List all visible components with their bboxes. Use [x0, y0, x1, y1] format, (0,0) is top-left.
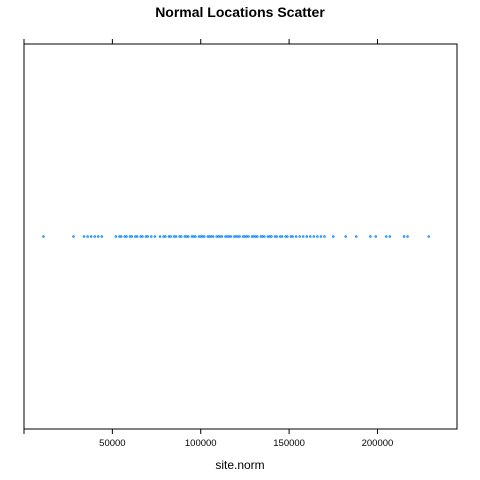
data-point	[385, 235, 388, 238]
data-point	[323, 235, 326, 238]
data-point	[194, 235, 197, 238]
data-point	[72, 235, 75, 238]
data-point	[149, 235, 153, 238]
data-point	[220, 235, 224, 238]
data-point	[42, 235, 45, 238]
data-point	[316, 235, 319, 238]
data-point	[125, 235, 128, 238]
data-point	[229, 235, 233, 238]
data-point	[270, 235, 273, 238]
data-point	[135, 235, 139, 238]
data-point	[180, 235, 183, 238]
data-point	[114, 235, 118, 238]
data-point	[203, 235, 206, 238]
data-point	[275, 235, 278, 238]
x-tick-label: 100000	[185, 438, 217, 449]
data-point	[247, 235, 250, 238]
data-point	[280, 235, 284, 238]
data-point	[332, 235, 335, 238]
data-point	[256, 235, 259, 238]
data-point	[402, 235, 406, 238]
x-axis-label: site.norm	[215, 458, 264, 472]
data-point	[174, 235, 178, 238]
x-tick-label: 200000	[362, 438, 394, 449]
data-point	[388, 235, 392, 238]
data-point	[305, 235, 309, 238]
data-point	[130, 235, 134, 238]
data-point	[286, 235, 289, 238]
data-point	[146, 235, 149, 238]
data-point	[374, 235, 377, 238]
data-point	[93, 235, 96, 238]
data-points	[42, 235, 430, 238]
data-point	[187, 235, 190, 238]
x-axis-ticks	[23, 39, 378, 434]
data-point	[96, 235, 100, 238]
x-axis-tick-labels: 50000 100000 150000 200000	[99, 438, 393, 449]
data-point	[153, 235, 157, 238]
chart-title: Normal Locations Scatter	[155, 4, 325, 20]
x-tick-label: 50000	[99, 438, 125, 449]
data-point	[119, 235, 123, 238]
data-point	[141, 235, 144, 238]
plot-frame	[23, 43, 458, 430]
data-point	[158, 235, 162, 238]
data-point	[89, 235, 93, 238]
data-point	[238, 235, 241, 238]
data-point	[164, 235, 167, 238]
data-point	[298, 235, 301, 238]
x-tick-label: 150000	[273, 438, 305, 449]
data-point	[319, 235, 323, 238]
data-point	[369, 235, 372, 238]
data-point	[86, 235, 89, 238]
data-point	[169, 235, 172, 238]
data-point	[100, 235, 104, 238]
data-point	[211, 235, 215, 238]
data-point	[344, 235, 347, 238]
data-point	[309, 235, 312, 238]
data-point	[291, 235, 294, 238]
data-point	[406, 235, 409, 238]
data-point	[427, 235, 430, 238]
data-point	[312, 235, 316, 238]
data-point	[263, 235, 266, 238]
data-point	[355, 235, 358, 238]
data-point	[294, 235, 298, 238]
data-point	[82, 235, 86, 238]
data-point	[301, 235, 305, 238]
